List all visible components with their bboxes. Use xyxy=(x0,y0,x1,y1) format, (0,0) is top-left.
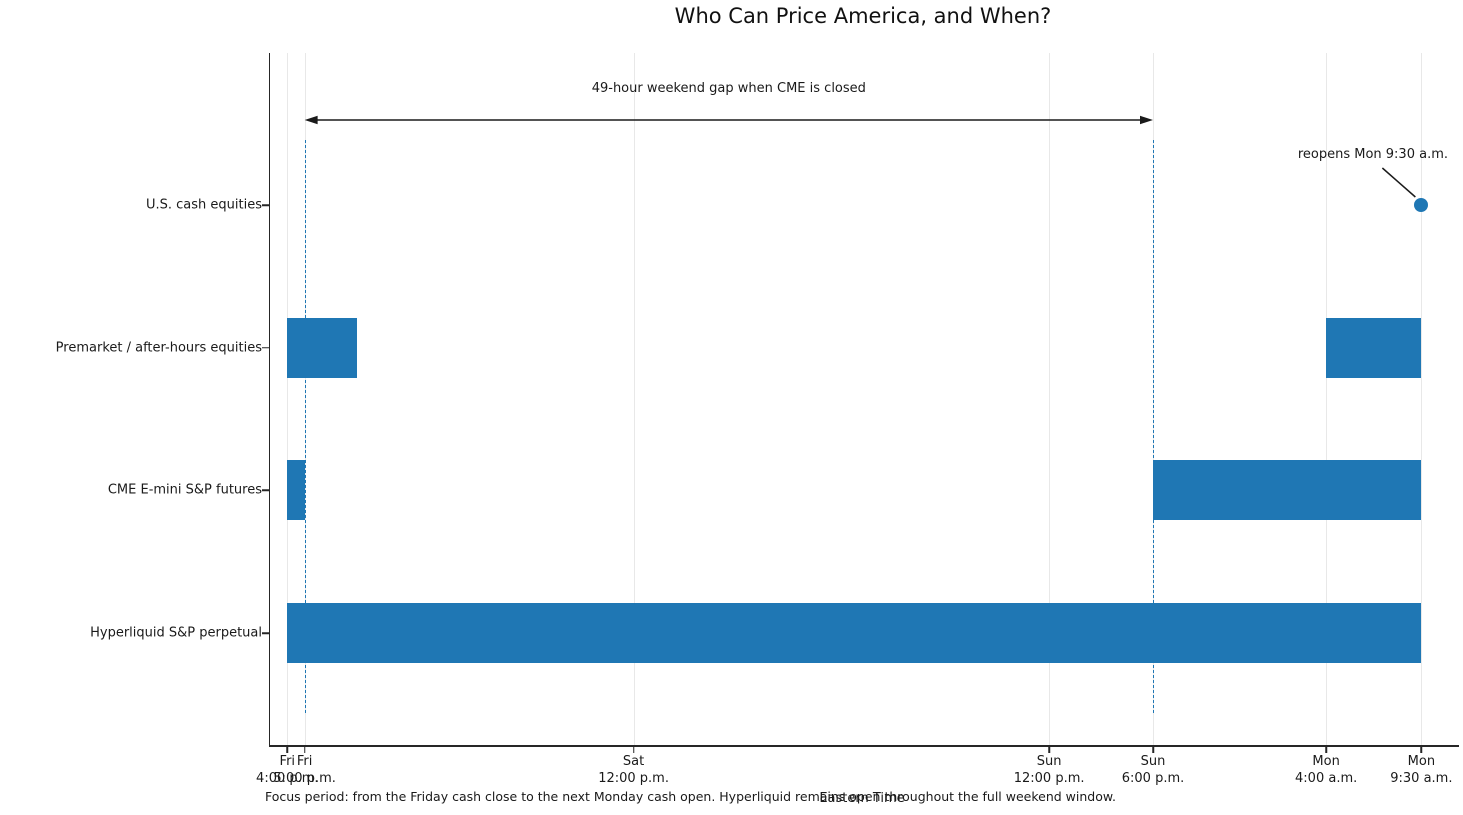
x-tick-label-time: 4:00 p.m. xyxy=(256,770,319,786)
gridline xyxy=(633,53,635,745)
gridline xyxy=(1049,53,1051,745)
x-tick-mark xyxy=(303,746,306,753)
x-tick-label: Mon 4:00 a.m. xyxy=(1295,754,1357,787)
y-tick-mark xyxy=(262,632,269,634)
x-tick-label-day: Sun xyxy=(1036,754,1062,769)
x-tick-label-time: 4:00 a.m. xyxy=(1295,770,1358,786)
x-tick-mark xyxy=(1048,746,1050,753)
x-tick-label-time: 5:00 p.m. xyxy=(273,770,336,786)
reopen-marker-dot xyxy=(1414,198,1429,212)
x-tick-mark xyxy=(1152,746,1154,753)
y-axis-label: Premarket / after-hours equities xyxy=(55,340,262,356)
y-tick-mark xyxy=(262,489,269,492)
y-axis-spine xyxy=(268,53,270,746)
x-tick-label-day: Fri xyxy=(296,754,313,769)
y-axis-label: CME E-mini S&P futures xyxy=(107,482,262,498)
x-tick-mark xyxy=(286,746,289,753)
x-tick-label: Mon 9:30 a.m. xyxy=(1390,754,1452,787)
x-tick-label-time: 6:00 p.m. xyxy=(1121,770,1185,786)
gridline xyxy=(287,53,289,745)
session-bar xyxy=(287,460,305,521)
y-axis-label: U.S. cash equities xyxy=(145,197,262,213)
x-tick-label-time: 12:00 p.m. xyxy=(598,770,669,786)
x-tick-label: Sun 6:00 p.m. xyxy=(1122,754,1185,787)
reopen-annotation-label: reopens Mon 9:30 a.m. xyxy=(1297,147,1448,162)
x-tick-label-day: Sat xyxy=(622,754,645,769)
x-axis-spine xyxy=(268,745,1459,747)
x-tick-label: Fri 5:00 p.m. xyxy=(273,754,336,787)
session-bar xyxy=(1326,317,1422,378)
x-tick-label-day: Mon xyxy=(1407,754,1436,769)
x-tick-label: Sat 12:00 p.m. xyxy=(598,754,669,787)
x-tick-label-day: Mon xyxy=(1312,754,1340,769)
x-tick-label-day: Sun xyxy=(1140,754,1166,769)
y-axis-label: Hyperliquid S&P perpetual xyxy=(90,625,262,641)
session-boundary-guide xyxy=(1153,140,1154,713)
session-bar xyxy=(287,317,357,378)
gridline xyxy=(1326,53,1328,745)
y-tick-mark xyxy=(262,346,269,349)
y-tick-mark xyxy=(262,204,269,206)
x-tick-label-day: Fri xyxy=(279,754,296,769)
session-bar xyxy=(287,603,1422,663)
chart-title: Who Can Price America, and When? xyxy=(674,4,1052,28)
x-axis-title: Eastern Time xyxy=(819,791,905,806)
x-tick-mark xyxy=(632,746,635,753)
session-boundary-guide xyxy=(304,140,306,713)
plot-area xyxy=(270,53,1456,745)
x-tick-mark xyxy=(1420,746,1423,753)
chart-caption: Focus period: from the Friday cash close… xyxy=(265,789,1116,804)
gap-annotation-label: 49-hour weekend gap when CME is closed xyxy=(591,81,866,96)
x-tick-mark xyxy=(1325,746,1327,753)
gridline xyxy=(1421,53,1423,745)
session-bar xyxy=(1153,460,1422,521)
x-tick-label-time: 9:30 a.m. xyxy=(1390,770,1453,786)
x-tick-label: Fri 4:00 p.m. xyxy=(256,754,319,787)
x-tick-label: Sun 12:00 p.m. xyxy=(1014,754,1085,787)
x-tick-label-time: 12:00 p.m. xyxy=(1013,770,1085,786)
